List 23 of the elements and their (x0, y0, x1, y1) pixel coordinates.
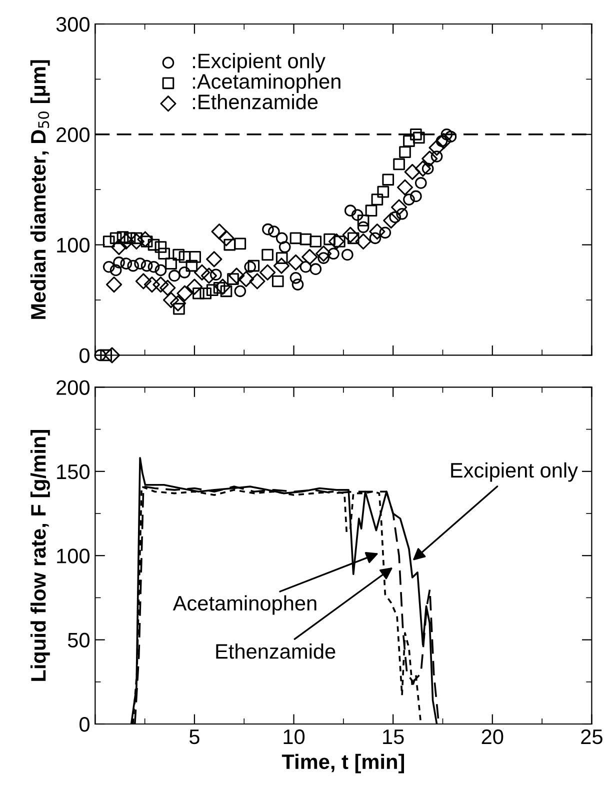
y-tick-label: 150 (57, 464, 90, 480)
legend-label: :Acetaminophen (193, 74, 340, 93)
annotation: Ethenzamide (216, 644, 336, 659)
y-tick-label: 300 (56, 17, 90, 32)
y-tick-label: 100 (57, 548, 90, 564)
x-tick-label: 25 (581, 729, 602, 744)
x-tick-label: 20 (482, 729, 504, 744)
legend-label: :Excipient only (193, 53, 326, 72)
y-tick-label: 50 (68, 632, 90, 648)
y-tick-label: 200 (56, 380, 90, 395)
y-axis-title: Median diameter, D$_{50}$ [μm] (30, 60, 50, 319)
y-tick-label: 100 (57, 238, 90, 253)
x-axis-title: Time, t [min] (282, 754, 404, 774)
y-axis-title: Liquid flow rate, F [g/min] (30, 430, 50, 681)
legend-label: :Ethenzamide (193, 94, 318, 110)
x-tick-label: 15 (383, 730, 404, 744)
y-tick-label: 0 (80, 717, 90, 732)
y-tick-label: 0 (80, 348, 90, 363)
annotation: Excipient only (451, 462, 578, 482)
x-tick-label: 5 (190, 730, 200, 744)
annotation: Acetaminophen (172, 595, 316, 615)
x-tick-label: 10 (284, 729, 305, 744)
y-tick-label: 200 (56, 127, 90, 142)
